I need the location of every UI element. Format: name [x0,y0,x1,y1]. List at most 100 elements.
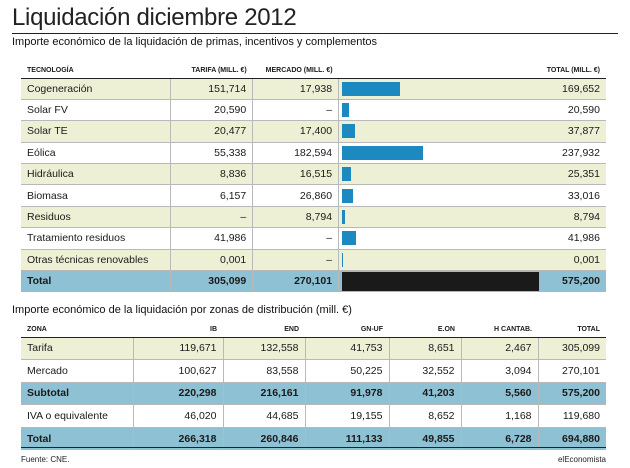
zona-name: Subtotal [21,382,134,405]
zona-value: 3,094 [461,359,539,383]
bar-cell [338,249,540,272]
bar-cell [338,227,540,250]
mercado-value: – [252,99,340,122]
zona-value: 41,203 [389,382,462,405]
zona-value: 575,200 [538,382,606,405]
tarifa-value: 55,338 [170,142,254,165]
zona-row: Mercado 100,627 83,558 50,225 32,552 3,094 270… [21,359,606,383]
value-bar [342,103,350,118]
header-ib: IB [133,321,223,338]
header-bar-spacer [338,52,540,79]
header-tarifa: TARIFA (MILL. €) [170,52,253,79]
zona-value: 44,685 [223,404,306,428]
value-bar [342,210,346,225]
total-value: 237,932 [539,142,606,165]
total-value: 575,200 [539,270,606,292]
zona-value: 270,101 [538,359,606,383]
zona-value: 266,318 [133,427,224,450]
header-total: TOTAL (MILL. €) [539,52,606,79]
zona-value: 91,978 [305,382,390,405]
zonas-table-body: Tarifa 119,671 132,558 41,753 8,651 2,467 305,… [21,337,606,450]
footer-rule [21,447,606,448]
total-value: 37,877 [539,120,606,143]
header-mercado: MERCADO (MILL. €) [252,52,339,79]
tarifa-value: 20,590 [170,99,254,122]
zona-value: 32,552 [389,359,462,383]
zona-value: 111,133 [305,427,390,450]
mercado-value: 26,860 [252,184,340,207]
zona-value: 119,671 [133,337,224,360]
primas-table-body: Cogeneración 151,714 17,938 169,652 Solar FV… [21,78,606,292]
zona-value: 8,652 [389,404,462,428]
zona-value: 46,020 [133,404,224,428]
zona-value: 19,155 [305,404,390,428]
value-bar [342,231,357,246]
zona-value: 305,099 [538,337,606,360]
zona-value: 5,560 [461,382,539,405]
zona-value: 100,627 [133,359,224,383]
row-name: Solar FV [21,99,172,122]
zona-value: 132,558 [223,337,306,360]
zona-value: 694,880 [538,427,606,450]
zona-name: IVA o equivalente [21,404,134,428]
bar-cell [338,163,540,186]
primas-table: TECNOLOGÍA TARIFA (MILL. €) MERCADO (MIL… [21,52,606,292]
tarifa-value: 6,157 [170,184,254,207]
zonas-table-header: ZONA IB END GN-UF E.ON H CANTAB. TOTAL [21,321,606,338]
value-bar [342,124,356,139]
zona-value: 260,846 [223,427,306,450]
row-name: Biomasa [21,184,172,207]
zona-value: 119,680 [538,404,606,428]
tarifa-value: 0,001 [170,249,254,272]
total-value: 41,986 [539,227,606,250]
source-note: Fuente: CNE. [21,455,70,464]
zona-value: 220,298 [133,382,224,405]
tarifa-value: 41,986 [170,227,254,250]
table-row: Biomasa 6,157 26,860 33,016 [21,184,606,207]
zona-value: 2,467 [461,337,539,360]
table-row: Solar TE 20,477 17,400 37,877 [21,120,606,143]
zona-value: 1,168 [461,404,539,428]
row-name: Otras técnicas renovables [21,249,172,272]
zona-value: 83,558 [223,359,306,383]
zona-row: IVA o equivalente 46,020 44,685 19,155 8,652… [21,404,606,428]
zona-value: 41,753 [305,337,390,360]
zona-value: 50,225 [305,359,390,383]
total-value: 0,001 [539,249,606,272]
tarifa-value: 305,099 [170,270,254,292]
mercado-value: – [252,249,340,272]
header-zona: ZONA [21,321,133,338]
zona-row: Tarifa 119,671 132,558 41,753 8,651 2,467 305,… [21,337,606,360]
row-name: Hidráulica [21,163,172,186]
zona-value: 216,161 [223,382,306,405]
page-title: Liquidación diciembre 2012 [12,4,297,31]
header-gn-uf: GN-UF [305,321,389,338]
value-bar [342,167,352,182]
total-value: 20,590 [539,99,606,122]
total-value: 8,794 [539,206,606,229]
zona-name: Mercado [21,359,134,383]
tarifa-value: 8,836 [170,163,254,186]
row-name: Residuos [21,206,172,229]
total-value: 169,652 [539,78,606,100]
row-name: Eólica [21,142,172,165]
tarifa-value: 20,477 [170,120,254,143]
zona-name: Tarifa [21,337,134,360]
table-row: Cogeneración 151,714 17,938 169,652 [21,78,606,100]
mercado-value: 16,515 [252,163,340,186]
tarifa-value: – [170,206,254,229]
table2-subtitle: Importe económico de la liquidación por … [12,304,352,316]
mercado-value: 17,938 [252,78,340,100]
mercado-value: 8,794 [252,206,340,229]
table-row: Residuos –8,794 8,794 [21,206,606,229]
title-rule [12,33,618,34]
mercado-value: 17,400 [252,120,340,143]
header-total: TOTAL [538,321,606,338]
total-value: 25,351 [539,163,606,186]
zona-value: 49,855 [389,427,462,450]
row-name: Tratamiento residuos [21,227,172,250]
table1-subtitle: Importe económico de la liquidación de p… [12,36,378,48]
bar-cell [338,78,540,100]
zona-value: 6,728 [461,427,539,450]
mercado-value: 270,101 [252,270,340,292]
